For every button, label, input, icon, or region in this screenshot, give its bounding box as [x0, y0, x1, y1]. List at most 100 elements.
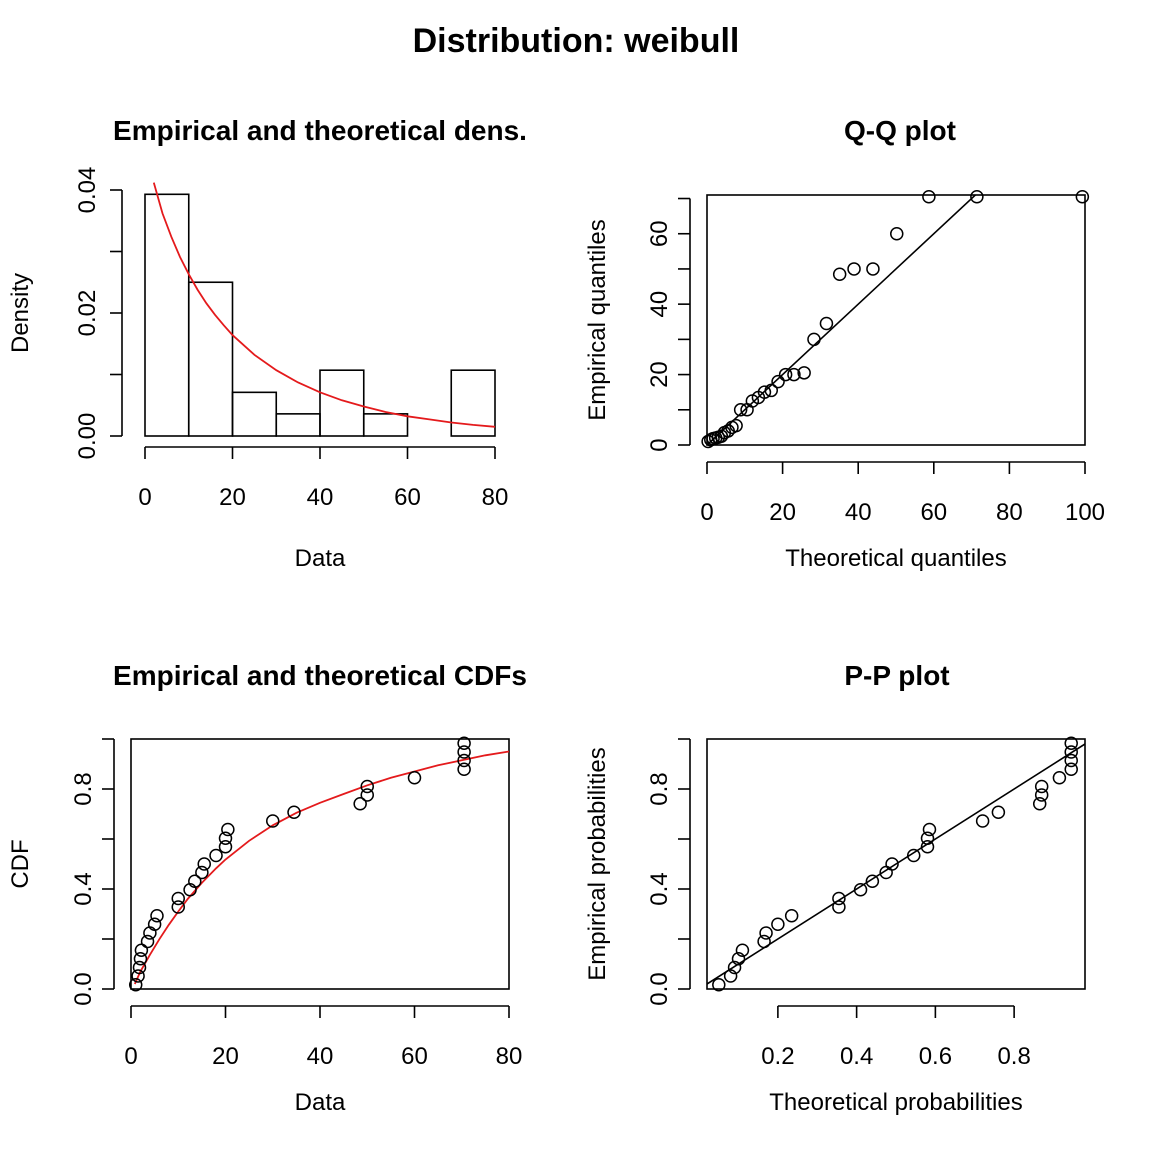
- data-point: [221, 822, 235, 837]
- data-point: [360, 788, 374, 802]
- data-point: [457, 762, 471, 776]
- data-point: [353, 797, 367, 811]
- y-tick-label: 0.4: [646, 872, 673, 905]
- data-point: [991, 805, 1006, 819]
- data-point: [1034, 779, 1049, 794]
- plot-box: [706, 738, 1086, 990]
- data-point: [1064, 753, 1078, 768]
- data-point: [1032, 797, 1047, 811]
- x-axis-label: Theoretical probabilities: [769, 1089, 1022, 1116]
- x-tick-label: 80: [496, 1043, 523, 1070]
- histogram-bar: [319, 369, 365, 437]
- x-tick-label: 0: [138, 484, 151, 511]
- data-point: [729, 418, 743, 433]
- y-axis-label: Density: [7, 273, 34, 353]
- data-point: [890, 226, 904, 241]
- y-tick-label: 0.04: [74, 167, 101, 214]
- x-axis-label: Data: [295, 545, 346, 572]
- data-point: [853, 883, 868, 897]
- data-point: [128, 978, 143, 992]
- data-point: [733, 403, 748, 417]
- figure-title: Distribution: weibull: [413, 22, 740, 60]
- fitted-curve: [133, 750, 510, 985]
- data-point: [723, 969, 738, 983]
- data-point: [757, 934, 771, 949]
- x-tick-label: 20: [219, 484, 246, 511]
- data-point: [832, 891, 846, 906]
- reference-line: [707, 195, 977, 445]
- panel-pp: P-P plot 0.2 0.4 0.6 0.8 0.0 0.4 0.8 Theoretical…: [584, 660, 1086, 1116]
- x-tick-label: 60: [920, 499, 947, 526]
- data-point: [360, 779, 374, 794]
- data-point: [832, 900, 846, 914]
- data-point: [1052, 771, 1067, 785]
- plot-box: [706, 194, 1086, 446]
- data-point: [457, 745, 471, 759]
- x-tick-label: 20: [769, 499, 796, 526]
- data-point: [787, 367, 801, 382]
- data-point: [885, 857, 899, 871]
- data-point: [970, 190, 984, 204]
- x-tick-label: 0.4: [840, 1043, 873, 1070]
- data-point: [727, 960, 742, 975]
- data-point: [922, 190, 936, 204]
- data-point: [147, 917, 162, 931]
- data-point: [407, 771, 422, 785]
- x-tick-label: 40: [307, 1043, 334, 1070]
- y-axis-label: Empirical quantiles: [584, 219, 611, 420]
- data-point: [218, 840, 233, 854]
- data-point: [188, 874, 202, 888]
- x-axis-label: Data: [295, 1089, 346, 1116]
- data-point: [847, 262, 861, 276]
- x-tick-label: 80: [482, 484, 509, 511]
- data-point: [920, 840, 935, 854]
- data-point: [131, 969, 145, 983]
- x-axis-label: Theoretical quantiles: [785, 545, 1006, 572]
- data-point: [797, 366, 811, 380]
- data-point: [209, 848, 223, 863]
- data-point: [771, 917, 785, 931]
- y-tick-label: 0.8: [70, 772, 97, 805]
- data-point: [784, 909, 799, 923]
- data-point: [133, 952, 148, 966]
- y-tick-label: 20: [646, 361, 673, 388]
- data-point: [1064, 736, 1078, 750]
- y-tick-label: 0.8: [646, 772, 673, 805]
- x-tick-label: 0.8: [997, 1043, 1030, 1070]
- x-tick-label: 0.2: [761, 1043, 794, 1070]
- y-tick-label: 0.00: [74, 413, 101, 460]
- data-point: [764, 383, 779, 398]
- data-point: [922, 822, 937, 837]
- y-tick-label: 0.0: [70, 972, 97, 1005]
- data-point: [150, 909, 164, 923]
- data-point: [771, 374, 785, 389]
- data-point: [865, 874, 880, 888]
- data-point: [266, 814, 280, 828]
- data-point: [132, 960, 147, 975]
- x-tick-label: 100: [1065, 499, 1105, 526]
- data-point: [195, 865, 209, 880]
- data-point: [171, 900, 185, 914]
- panel-title-pp: P-P plot: [844, 660, 949, 691]
- data-point: [1064, 762, 1078, 776]
- x-tick-label: 40: [845, 499, 872, 526]
- data-point: [287, 805, 301, 819]
- panel-title-cdf: Empirical and theoretical CDFs: [113, 660, 527, 691]
- data-point: [1064, 745, 1078, 759]
- data-point: [457, 753, 471, 768]
- data-point: [906, 848, 921, 863]
- histogram-bar: [450, 369, 496, 437]
- data-point: [759, 926, 773, 940]
- data-point: [807, 332, 821, 347]
- x-tick-label: 0: [124, 1043, 137, 1070]
- data-point: [920, 831, 935, 845]
- data-point: [832, 267, 847, 281]
- panels-group: Empirical and theoretical dens. 0 20 40 60 80…: [7, 115, 1105, 1116]
- data-point: [171, 891, 185, 906]
- x-tick-label: 20: [212, 1043, 239, 1070]
- panel-title-qq: Q-Q plot: [844, 115, 956, 146]
- x-tick-label: 0.6: [919, 1043, 952, 1070]
- x-tick-label: 80: [996, 499, 1023, 526]
- data-point: [140, 934, 155, 949]
